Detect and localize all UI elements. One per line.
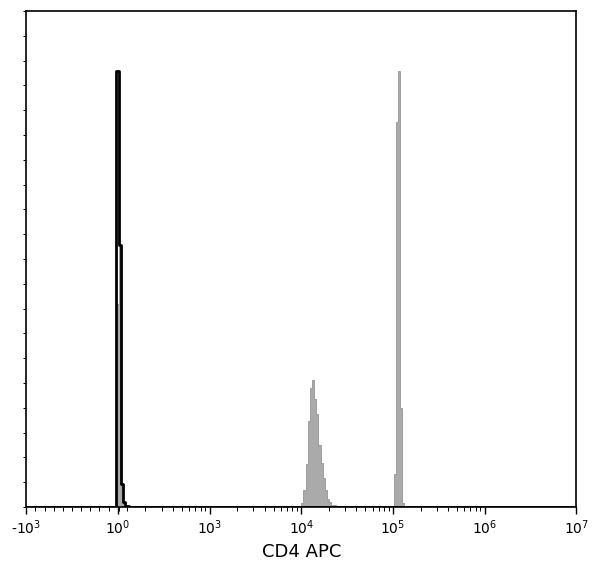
X-axis label: CD4 APC: CD4 APC xyxy=(262,543,341,561)
Polygon shape xyxy=(26,70,577,507)
